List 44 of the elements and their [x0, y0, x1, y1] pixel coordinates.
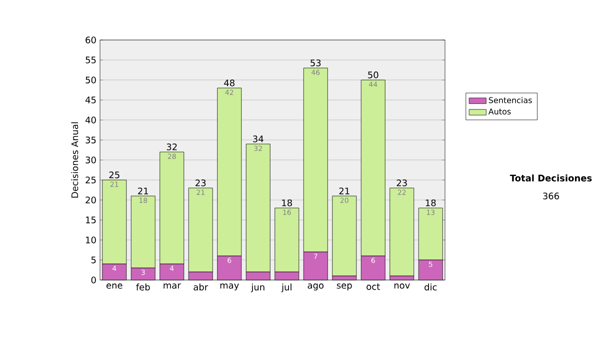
y-tick-label: 45: [85, 96, 96, 104]
legend-label: Autos: [488, 108, 511, 115]
x-tick-label: feb: [136, 284, 150, 290]
total-label: 25: [109, 171, 120, 178]
x-tick-label: nov: [394, 284, 410, 289]
y-tick-label: 0: [91, 276, 96, 284]
x-tick-label: jun: [251, 284, 264, 292]
y-tick-label: 40: [85, 116, 96, 124]
total-label: 21: [339, 188, 350, 194]
y-tick-label: 35: [86, 136, 96, 144]
total-label: 18: [426, 199, 436, 206]
y-tick-label: 60: [86, 36, 96, 44]
x-tick-label: abr: [194, 284, 208, 290]
x-tick-label: mar: [164, 284, 181, 289]
x-tick-label: sep: [336, 284, 352, 290]
total-label: 18: [282, 199, 292, 206]
total-label: 48: [224, 79, 234, 86]
x-tick-label: jul: [281, 284, 292, 292]
x-tick-label: ago: [308, 284, 324, 290]
total-label: 32: [166, 143, 177, 150]
legend-label: Sentencias: [488, 97, 532, 104]
total-label: 53: [310, 59, 321, 66]
x-tick-label: ene: [106, 284, 122, 289]
total-label: 34: [253, 135, 264, 142]
total-label: 21: [138, 188, 148, 194]
y-tick-label: 15: [86, 216, 96, 224]
x-tick-label: dic: [424, 284, 437, 290]
x-tick-label: may: [220, 284, 239, 290]
total-label: 50: [368, 71, 378, 78]
text: Total Decisiones: [510, 174, 592, 182]
bar: [332, 196, 357, 276]
y-axis-title: Decisiones Anual: [71, 122, 78, 198]
y-tick-label: 55: [86, 56, 96, 64]
y-tick-label: 20: [86, 196, 96, 204]
y-tick-label: 50: [86, 76, 96, 84]
total-label: 23: [196, 179, 206, 186]
bar: [390, 188, 414, 276]
text: 366: [543, 192, 560, 200]
x-tick-label: oct: [366, 284, 380, 290]
y-tick-label: 10: [86, 236, 96, 244]
y-tick-label: 5: [91, 256, 96, 264]
total-label: 23: [396, 179, 407, 186]
y-tick-label: 25: [86, 176, 96, 184]
y-tick-label: 30: [86, 156, 96, 164]
